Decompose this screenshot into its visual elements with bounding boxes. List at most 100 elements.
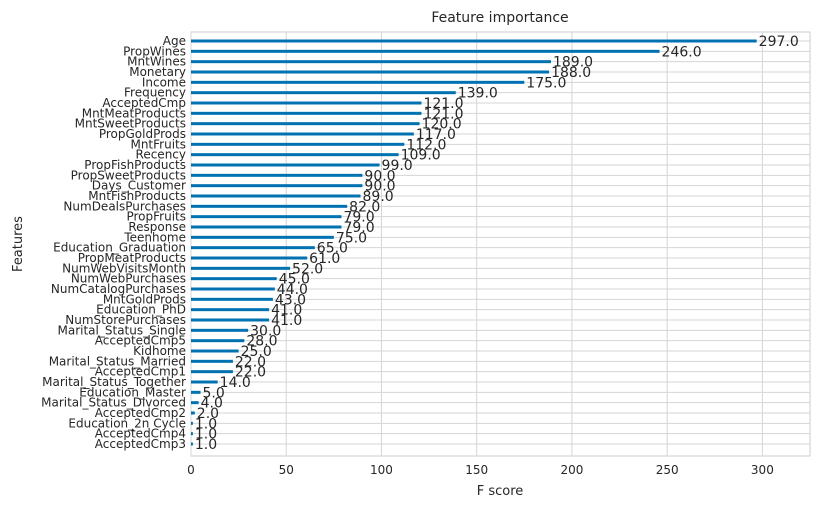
bar bbox=[191, 111, 422, 115]
y-axis-label: Features bbox=[11, 216, 26, 272]
y-tick-label: Education_Master bbox=[79, 385, 186, 399]
bar-value-label: 22.0 bbox=[235, 365, 266, 381]
y-tick-label: NumWebVisitsMonth bbox=[62, 261, 186, 275]
bar bbox=[191, 204, 348, 208]
y-tick-label: AcceptedCmp4 bbox=[95, 427, 186, 441]
bar-value-label: 121.0 bbox=[423, 96, 463, 112]
bar-value-label: 25.0 bbox=[241, 344, 272, 360]
bar bbox=[191, 142, 405, 146]
y-tick-label: Marital_Status_Together bbox=[42, 375, 186, 389]
y-tick-label: PropFishProducts bbox=[84, 158, 186, 172]
y-tick-label: Education_PhD bbox=[96, 303, 186, 317]
bar bbox=[191, 308, 270, 312]
bar bbox=[191, 49, 660, 53]
y-tick-label: Teenhome bbox=[123, 230, 186, 244]
bar bbox=[191, 132, 414, 136]
y-tick-label: MntWines bbox=[127, 55, 186, 69]
bar-value-label: 112.0 bbox=[406, 137, 446, 153]
bar bbox=[191, 256, 308, 260]
y-tick-label: Recency bbox=[136, 148, 186, 162]
bar-value-label: 22.0 bbox=[235, 354, 266, 370]
x-axis-label: F score bbox=[477, 484, 524, 499]
bar bbox=[191, 70, 550, 74]
bar-value-label: 79.0 bbox=[343, 220, 374, 236]
y-tick-label: PropSweetProducts bbox=[71, 168, 186, 182]
bar bbox=[191, 370, 233, 374]
bar bbox=[191, 101, 422, 105]
bar bbox=[191, 235, 334, 239]
y-tick-label: PropWines bbox=[123, 44, 186, 58]
bar bbox=[191, 349, 239, 353]
bar bbox=[191, 163, 380, 167]
x-tick-labels: 0 50 100 150 200 250 300 bbox=[187, 463, 774, 477]
y-tick-label: Days_Customer bbox=[92, 179, 186, 193]
bar-value-label: 99.0 bbox=[382, 158, 413, 174]
bar bbox=[191, 91, 456, 95]
bar bbox=[191, 421, 193, 425]
y-tick-label: Income bbox=[142, 75, 186, 89]
bar-value-label: 121.0 bbox=[423, 106, 463, 122]
y-tick-label: AcceptedCmp5 bbox=[95, 334, 186, 348]
bar bbox=[191, 246, 315, 250]
y-tick-label: MntFishProducts bbox=[88, 189, 186, 203]
y-tick-labels: AgePropWinesMntWinesMonetaryIncomeFreque… bbox=[41, 34, 186, 451]
bar-value-label: 52.0 bbox=[292, 261, 323, 277]
bar-value-label: 120.0 bbox=[422, 117, 462, 133]
y-tick-label: MntMeatProducts bbox=[82, 106, 186, 120]
bar-value-label: 1.0 bbox=[195, 416, 217, 432]
chart-title: Feature importance bbox=[431, 10, 568, 26]
y-tick-label: AcceptedCmp1 bbox=[95, 365, 186, 379]
bar bbox=[191, 215, 342, 219]
y-tick-label: NumStorePurchases bbox=[65, 313, 186, 327]
bar-value-label: 139.0 bbox=[458, 86, 498, 102]
y-tick-label: MntFruits bbox=[130, 137, 186, 151]
y-tick-label: Education_Graduation bbox=[53, 241, 186, 255]
x-tick-label: 250 bbox=[656, 463, 679, 477]
bar bbox=[191, 60, 551, 64]
bar-value-label: 41.0 bbox=[271, 303, 302, 319]
x-tick-label: 50 bbox=[279, 463, 294, 477]
y-tick-label: MntGoldProds bbox=[103, 292, 186, 306]
x-tick-label: 150 bbox=[465, 463, 488, 477]
x-tick-label: 300 bbox=[751, 463, 774, 477]
x-tick-label: 0 bbox=[187, 463, 195, 477]
bar bbox=[191, 153, 399, 157]
bar bbox=[191, 380, 218, 384]
bar bbox=[191, 184, 363, 188]
bar bbox=[191, 173, 363, 177]
y-tick-label: Marital_Status_Married bbox=[49, 354, 186, 368]
bar-value-label: 175.0 bbox=[526, 75, 566, 91]
bar bbox=[191, 339, 245, 343]
y-tick-label: Age bbox=[163, 34, 186, 48]
bar-value-label: 90.0 bbox=[364, 168, 395, 184]
bar bbox=[191, 442, 193, 446]
y-tick-label: NumWebPurchases bbox=[71, 272, 186, 286]
y-tick-label: AcceptedCmp bbox=[102, 96, 186, 110]
bar bbox=[191, 277, 277, 281]
bar-value-label: 2.0 bbox=[197, 406, 219, 422]
bar bbox=[191, 411, 195, 415]
bar bbox=[191, 390, 201, 394]
bar-value-label: 89.0 bbox=[363, 189, 394, 205]
bar-value-label: 82.0 bbox=[349, 199, 380, 215]
bar bbox=[191, 80, 525, 84]
bar-value-label: 41.0 bbox=[271, 313, 302, 329]
bar-value-label: 1.0 bbox=[195, 437, 217, 453]
bar-value-label: 14.0 bbox=[220, 375, 251, 391]
y-tick-label: NumCatalogPurchases bbox=[51, 282, 186, 296]
bars bbox=[191, 39, 757, 446]
bar bbox=[191, 266, 291, 270]
bar-value-label: 75.0 bbox=[336, 230, 367, 246]
bar bbox=[191, 359, 233, 363]
bar-value-label: 79.0 bbox=[343, 210, 374, 226]
bar-value-label: 1.0 bbox=[195, 427, 217, 443]
bar bbox=[191, 401, 199, 405]
bar bbox=[191, 328, 249, 332]
bar-value-label: 28.0 bbox=[246, 334, 277, 350]
bar-value-label: 44.0 bbox=[277, 282, 308, 298]
y-tick-label: Marital_Status_Divorced bbox=[41, 396, 186, 410]
y-tick-label: Marital_Status_Single bbox=[58, 323, 187, 337]
bar bbox=[191, 432, 193, 436]
y-tick-label: PropMeatProducts bbox=[78, 251, 186, 265]
